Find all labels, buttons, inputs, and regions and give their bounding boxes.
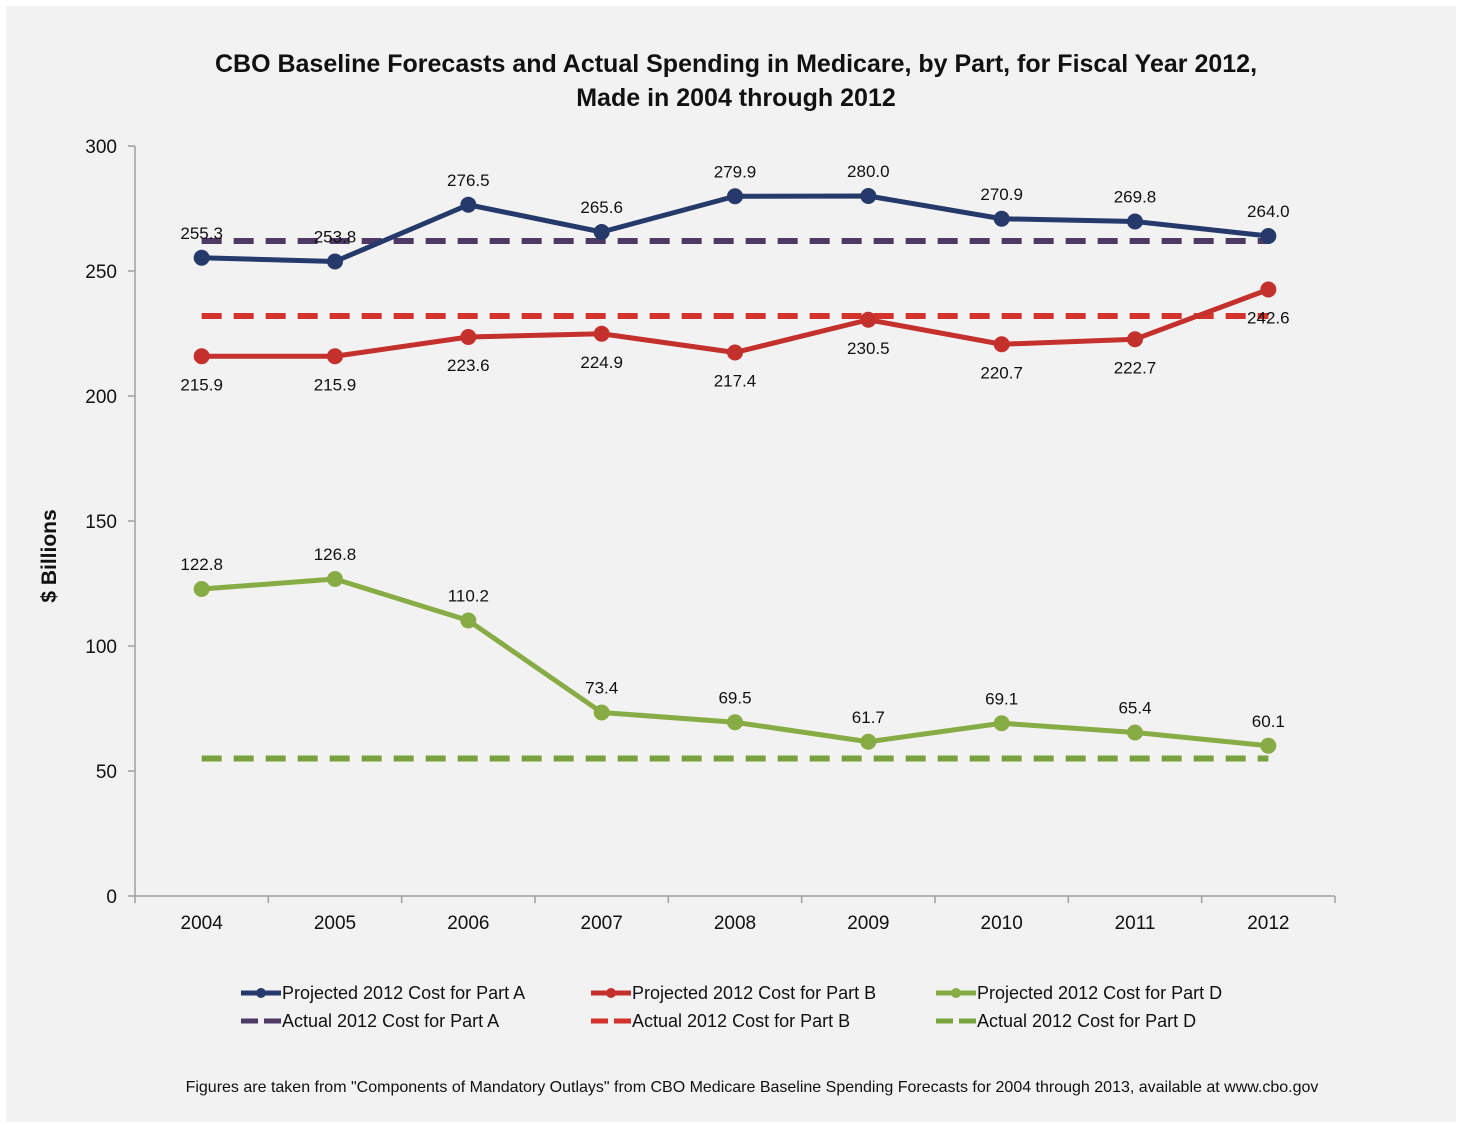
data-point — [993, 336, 1010, 353]
y-tick-label: 50 — [96, 762, 117, 783]
data-point — [1127, 331, 1143, 348]
data-label: 269.8 — [1114, 188, 1157, 207]
legend-marker — [256, 988, 266, 998]
data-point — [860, 188, 877, 204]
footnote: Figures are taken from "Components of Ma… — [186, 1079, 1319, 1096]
data-label: 255.3 — [180, 224, 223, 243]
data-point — [327, 571, 343, 587]
actual-cost-lines — [201, 238, 1269, 762]
data-label: 222.7 — [1114, 358, 1157, 377]
axes: 0 50 100 150 200 250 300 2004 2005 2006 2007 2008 20… — [85, 137, 1336, 934]
data-label: 110.2 — [448, 587, 489, 606]
x-tick-label: 2009 — [847, 913, 889, 934]
data-label: 126.8 — [314, 545, 357, 564]
data-point — [993, 210, 1010, 227]
y-tick-label: 0 — [106, 887, 117, 908]
data-label: 276.5 — [447, 171, 490, 190]
data-label: 270.9 — [980, 185, 1023, 204]
data-point — [727, 188, 743, 205]
data-label: 279.9 — [714, 162, 757, 181]
data-label: 280.0 — [847, 162, 890, 181]
data-label: 217.4 — [714, 372, 757, 391]
legend-marker — [606, 988, 616, 998]
legend-label: Actual 2012 Cost for Part B — [632, 1011, 850, 1031]
data-point — [1260, 737, 1277, 754]
data-point — [593, 224, 610, 240]
data-point — [860, 733, 877, 750]
legend-label: Projected 2012 Cost for Part D — [977, 983, 1222, 1003]
data-label: 253.8 — [314, 228, 357, 247]
data-point — [993, 715, 1010, 732]
data-label: 69.1 — [985, 689, 1018, 708]
x-tick-label: 2010 — [981, 913, 1023, 934]
data-label: 215.9 — [180, 375, 223, 394]
data-label: 224.9 — [580, 353, 623, 372]
data-point — [193, 581, 210, 597]
chart-panel: CBO Baseline Forecasts and Actual Spendi… — [6, 6, 1456, 1122]
data-point — [593, 325, 610, 342]
data-label: 264.0 — [1247, 202, 1290, 221]
y-tick-label: 100 — [85, 637, 117, 658]
data-label: 69.5 — [718, 688, 751, 707]
legend-marker — [951, 988, 961, 998]
data-point — [460, 612, 477, 629]
x-tick-label: 2011 — [1115, 913, 1156, 934]
chart-title-line-1: CBO Baseline Forecasts and Actual Spendi… — [215, 50, 1257, 78]
x-tick-label: 2006 — [447, 913, 489, 934]
x-tick-label: 2008 — [714, 913, 756, 934]
data-label: 265.6 — [580, 198, 623, 217]
y-tick-label: 300 — [85, 137, 117, 158]
data-label: 215.9 — [314, 375, 357, 394]
legend-label: Actual 2012 Cost for Part A — [282, 1011, 499, 1031]
data-point — [460, 196, 477, 213]
data-label: 73.4 — [585, 679, 618, 698]
data-point — [1127, 213, 1143, 230]
projected-series — [193, 188, 1277, 754]
data-label: 65.4 — [1118, 699, 1151, 718]
data-point — [1127, 724, 1143, 741]
x-tick-label: 2005 — [314, 913, 356, 934]
legend-label: Projected 2012 Cost for Part B — [632, 983, 876, 1003]
y-tick-label: 200 — [85, 387, 117, 408]
series-line — [201, 193, 1269, 264]
data-point — [327, 348, 343, 365]
legend: Projected 2012 Cost for Part A Projected … — [241, 983, 1222, 1031]
data-label: 242.6 — [1247, 309, 1290, 328]
data-label: 220.7 — [980, 363, 1023, 382]
x-tick-label: 2004 — [181, 913, 224, 934]
data-point — [1260, 228, 1277, 244]
data-label: 230.5 — [847, 339, 890, 358]
data-label: 122.8 — [180, 555, 223, 574]
data-point — [193, 348, 210, 365]
data-labels: 255.3 253.8 276.5 265.6 279.9 280.0 270.9 269.8… — [180, 162, 1289, 731]
data-point — [727, 714, 743, 731]
data-point — [727, 344, 743, 361]
y-tick-label: 250 — [85, 262, 117, 283]
x-tick-label: 2007 — [581, 913, 623, 934]
data-point — [193, 249, 210, 266]
data-label: 60.1 — [1252, 712, 1285, 731]
y-axis-label: $ Billions — [38, 509, 61, 602]
data-point — [327, 253, 343, 270]
x-tick-label: 2012 — [1247, 913, 1289, 934]
data-point — [460, 329, 477, 345]
data-point — [860, 311, 877, 328]
data-label: 223.6 — [447, 356, 490, 375]
data-label: 61.7 — [852, 708, 885, 727]
data-point — [593, 704, 610, 721]
line-chart: CBO Baseline Forecasts and Actual Spendi… — [38, 50, 1336, 1096]
y-tick-label: 150 — [85, 512, 117, 533]
chart-title-line-2: Made in 2004 through 2012 — [576, 84, 896, 112]
data-point — [1260, 281, 1277, 298]
legend-label: Projected 2012 Cost for Part A — [282, 983, 525, 1003]
legend-label: Actual 2012 Cost for Part D — [977, 1011, 1196, 1031]
